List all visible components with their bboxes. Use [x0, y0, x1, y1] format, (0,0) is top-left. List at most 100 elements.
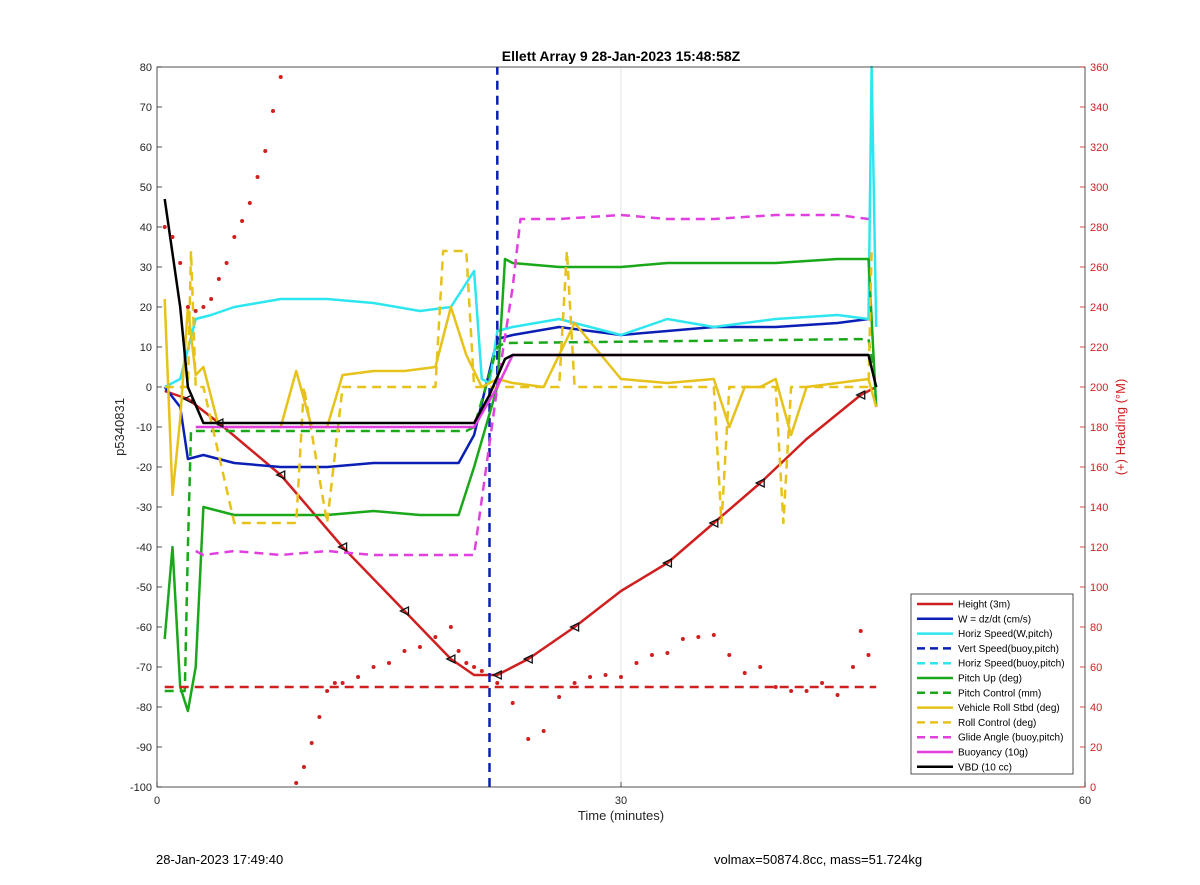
heading-point-27 [402, 649, 407, 653]
heading-point-31 [456, 649, 461, 653]
heading-point-25 [371, 665, 376, 669]
series-line-1 [163, 317, 869, 469]
legend-label-3: Vert Speed(buoy,pitch) [958, 644, 1059, 655]
heading-point-11 [247, 201, 252, 205]
heading-point-30 [448, 625, 453, 629]
y-right-tick-label-2: 40 [1090, 702, 1102, 714]
heading-point-0 [162, 225, 167, 229]
height-marker-10 [708, 517, 719, 529]
y-right-tick-label-10: 200 [1090, 382, 1108, 394]
heading-point-37 [526, 737, 531, 741]
height-marker-7 [522, 653, 533, 665]
x-axis-label: Time (minutes) [578, 808, 664, 823]
heading-point-5 [201, 305, 206, 309]
chart-title: Ellett Array 9 28-Jan-2023 15:48:58Z [502, 48, 741, 64]
heading-point-34 [479, 669, 484, 673]
heading-point-10 [240, 219, 245, 223]
series-layer [163, 65, 878, 787]
heading-point-59 [858, 629, 863, 633]
heading-point-13 [263, 149, 268, 153]
heading-point-50 [727, 653, 732, 657]
x-tick-label-1: 30 [615, 795, 627, 807]
legend-label-7: Vehicle Roll Stbd (deg) [958, 703, 1060, 714]
heading-point-36 [510, 701, 515, 705]
height-marker-8 [569, 621, 580, 633]
heading-point-46 [665, 651, 670, 655]
heading-point-29 [433, 635, 438, 639]
right-axis: 0 20 40 60 80 100 120 140 160 180 200 220 240 260 280 3… [1080, 62, 1108, 794]
height-marker-11 [754, 477, 765, 489]
heading-point-1 [170, 235, 175, 239]
y-tick-label-0: -100 [130, 782, 152, 794]
heading-point-33 [472, 665, 477, 669]
footer-timestamp: 28-Jan-2023 17:49:40 [156, 852, 284, 867]
heading-point-52 [758, 665, 763, 669]
y-tick-label-4: -60 [136, 622, 152, 634]
y-tick-label-12: 20 [140, 302, 152, 314]
heading-point-17 [294, 781, 299, 785]
heading-point-26 [387, 661, 391, 665]
series-line-9 [195, 213, 869, 557]
heading-point-41 [588, 675, 593, 679]
heading-point-19 [309, 741, 314, 745]
heading-point-3 [185, 305, 190, 309]
heading-point-42 [603, 673, 608, 677]
series-line-6 [164, 337, 878, 693]
heading-point-20 [317, 715, 322, 719]
heading-point-40 [572, 681, 577, 685]
legend-label-10: Buoyancy (10g) [958, 748, 1028, 759]
y-tick-label-7: -30 [136, 502, 152, 514]
y-tick-label-13: 30 [140, 262, 152, 274]
heading-point-24 [356, 675, 361, 679]
y-axis-label: p5340831 [112, 398, 127, 456]
series-line-8 [164, 249, 873, 525]
y-tick-label-14: 40 [140, 222, 152, 234]
y-tick-label-8: -20 [136, 462, 152, 474]
legend-label-6: Pitch Control (mm) [958, 688, 1041, 699]
heading-point-2 [178, 261, 183, 265]
legend-label-9: Glide Angle (buoy,pitch) [958, 733, 1063, 744]
heading-point-9 [232, 235, 237, 239]
y-axis-right-label: (+) Heading (°M) [1113, 379, 1128, 476]
y-right-tick-label-17: 340 [1090, 102, 1108, 114]
legend-label-11: VBD (10 cc) [958, 762, 1012, 773]
heading-point-23 [340, 681, 345, 685]
heading-point-12 [255, 175, 260, 179]
heading-point-44 [634, 661, 639, 665]
heading-point-6 [209, 297, 214, 301]
heading-point-56 [820, 681, 825, 685]
heading-point-47 [680, 637, 685, 641]
y-tick-label-10: 0 [146, 382, 152, 394]
height-marker-2 [275, 469, 286, 481]
height-marker-1 [213, 417, 224, 429]
legend-label-8: Roll Control (deg) [958, 718, 1036, 729]
y-right-tick-label-4: 80 [1090, 622, 1102, 634]
heading-point-35 [495, 681, 500, 685]
heading-point-58 [851, 665, 855, 669]
y-right-tick-label-12: 240 [1090, 302, 1108, 314]
heading-point-18 [301, 765, 306, 769]
y-tick-label-2: -80 [136, 702, 152, 714]
y-right-tick-label-1: 20 [1090, 742, 1102, 754]
y-right-tick-label-9: 180 [1090, 422, 1108, 434]
heading-point-14 [271, 109, 275, 113]
heading-point-45 [649, 653, 654, 657]
y-tick-label-1: -90 [136, 742, 152, 754]
y-tick-label-3: -70 [136, 662, 152, 674]
heading-point-15 [278, 75, 283, 79]
y-tick-label-11: 10 [140, 342, 152, 354]
legend-label-1: W = dz/dt (cm/s) [958, 614, 1031, 625]
heading-points [162, 75, 871, 785]
height-marker-4 [399, 605, 410, 617]
y-right-tick-label-8: 160 [1090, 462, 1108, 474]
y-tick-label-9: -10 [136, 422, 152, 434]
heading-point-32 [464, 661, 469, 665]
y-right-tick-label-6: 120 [1090, 542, 1108, 554]
y-right-tick-label-15: 300 [1090, 182, 1108, 194]
y-right-tick-label-7: 140 [1090, 502, 1108, 514]
heading-point-4 [193, 309, 198, 313]
heading-point-55 [804, 689, 809, 693]
heading-point-51 [742, 671, 747, 675]
y-tick-label-17: 70 [140, 102, 152, 114]
heading-point-21 [325, 689, 330, 693]
